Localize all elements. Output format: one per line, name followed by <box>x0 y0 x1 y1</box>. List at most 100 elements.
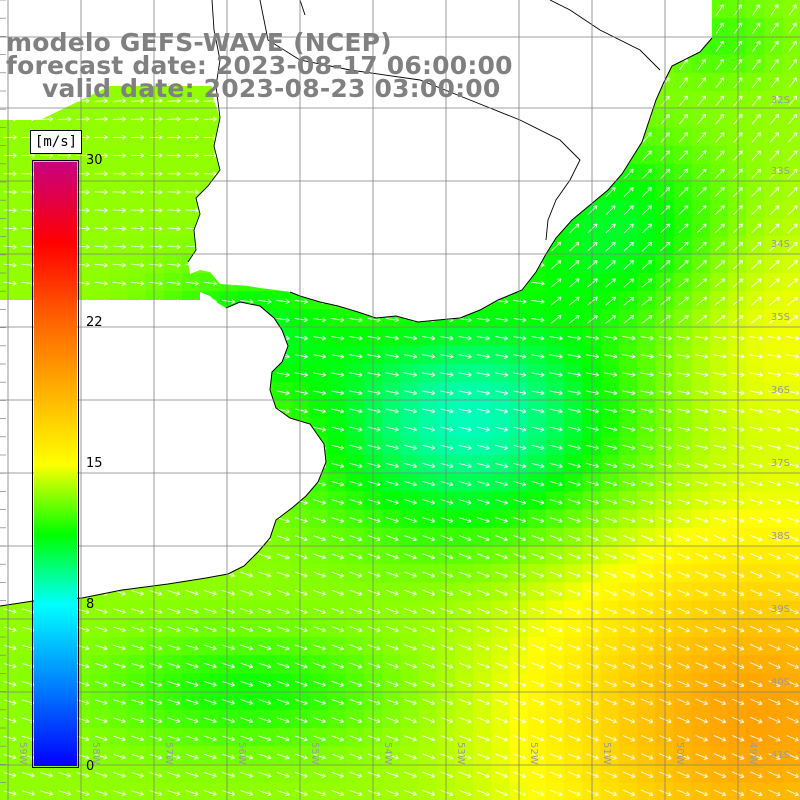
wind-speed-cell <box>746 163 765 183</box>
wind-arrow <box>713 335 727 341</box>
wind-arrow <box>749 372 763 378</box>
wind-arrow <box>531 280 545 286</box>
wind-arrow <box>331 717 345 724</box>
wind-arrow <box>677 753 690 760</box>
wind-arrow <box>604 571 617 578</box>
wind-arrow <box>640 771 654 779</box>
wind-arrow <box>404 535 417 542</box>
wind-arrow <box>404 517 417 524</box>
wind-arrow <box>750 662 763 669</box>
wind-arrow <box>786 589 799 597</box>
wind-arrow <box>422 335 436 341</box>
wind-arrow <box>567 390 581 396</box>
wind-arrow <box>567 426 581 432</box>
wind-arrow <box>130 226 145 232</box>
wind-arrow <box>549 353 563 359</box>
wind-arrow <box>549 553 563 560</box>
colorbar-units: [m/s] <box>30 130 82 154</box>
wind-speed-cell <box>782 291 800 310</box>
wind-speed-cell <box>600 364 620 383</box>
wind-speed-cell <box>418 364 438 383</box>
wind-speed-cell <box>728 382 747 401</box>
longitude-label: 59W <box>17 742 28 765</box>
wind-arrow <box>331 698 345 706</box>
wind-speed-cell <box>637 364 656 383</box>
wind-speed-cell <box>163 127 183 147</box>
wind-speed-cell <box>473 345 492 365</box>
wind-arrow <box>605 260 616 270</box>
wind-arrow <box>769 95 779 107</box>
wind-arrow <box>640 408 654 414</box>
wind-arrow <box>349 444 363 451</box>
wind-arrow <box>513 589 527 596</box>
wind-arrow <box>476 589 490 596</box>
wind-arrow <box>167 608 181 615</box>
wind-arrow <box>768 534 781 542</box>
wind-speed-cell <box>600 382 620 401</box>
wind-arrow <box>568 571 581 578</box>
wind-speed-cell <box>91 127 110 147</box>
wind-arrow <box>367 662 381 669</box>
wind-arrow <box>458 444 472 451</box>
wind-speed-cell <box>637 291 656 310</box>
wind-speed-cell <box>600 309 620 329</box>
wind-arrow <box>549 480 563 487</box>
wind-arrow <box>385 317 399 323</box>
wind-arrow <box>349 735 363 742</box>
wind-speed-cell <box>127 182 147 201</box>
wind-arrow <box>640 390 654 396</box>
wind-arrow <box>240 589 254 596</box>
longitude-label: 52W <box>528 742 539 765</box>
wind-arrow <box>276 372 290 378</box>
latitude-label: 39S <box>771 604 790 615</box>
wind-arrow <box>367 644 381 651</box>
wind-arrow <box>622 499 636 505</box>
wind-arrow <box>495 517 508 524</box>
wind-arrow <box>367 735 381 742</box>
wind-speed-cell <box>691 163 711 183</box>
wind-speed-cell <box>418 327 438 347</box>
wind-arrow <box>385 480 399 487</box>
wind-arrow <box>149 226 163 232</box>
wind-arrow <box>697 58 706 71</box>
wind-arrow <box>276 535 290 542</box>
wind-speed-cell <box>764 18 784 37</box>
wind-arrow <box>641 278 653 288</box>
wind-arrow <box>513 716 527 724</box>
wind-speed-cell <box>564 364 583 383</box>
wind-speed-cell <box>382 327 401 347</box>
wind-arrow <box>640 698 654 706</box>
wind-speed-cell <box>546 291 565 310</box>
wind-speed-cell <box>637 273 656 292</box>
wind-speed-cell <box>618 309 638 329</box>
wind-speed-cell <box>764 236 784 256</box>
wind-arrow <box>258 608 272 615</box>
wind-speed-cell <box>455 782 474 800</box>
wind-speed-cell <box>491 309 511 329</box>
wind-arrow <box>222 626 235 633</box>
wind-arrow <box>678 205 689 216</box>
wind-arrow <box>787 241 798 252</box>
wind-arrow <box>751 113 761 125</box>
wind-arrow <box>679 58 688 71</box>
wind-arrow <box>476 444 490 451</box>
wind-speed-cell <box>709 91 729 110</box>
wind-speed-cell <box>691 236 711 256</box>
wind-arrow <box>495 644 508 651</box>
wind-arrow <box>167 790 181 797</box>
wind-arrow <box>640 553 654 560</box>
wind-arrow <box>495 499 508 505</box>
wind-arrow <box>476 553 490 560</box>
wind-arrow <box>714 186 725 197</box>
wind-arrow <box>476 789 490 797</box>
wind-arrow <box>677 607 690 615</box>
wind-speed-cell <box>109 273 128 292</box>
wind-speed-cell <box>728 218 747 238</box>
wind-arrow <box>749 480 763 487</box>
wind-speed-cell <box>72 254 92 274</box>
wind-arrow <box>94 626 108 633</box>
wind-arrow <box>768 480 781 487</box>
wind-speed-cell <box>728 0 747 19</box>
wind-arrow <box>549 571 563 578</box>
wind-arrow <box>696 168 707 179</box>
